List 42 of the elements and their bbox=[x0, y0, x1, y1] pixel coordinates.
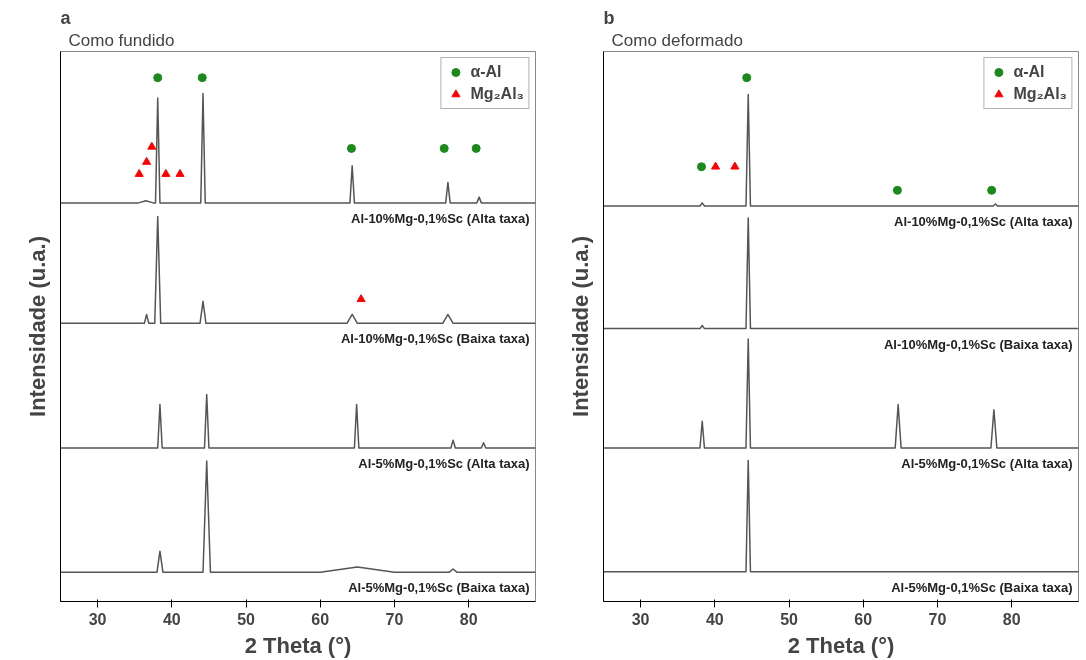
point bbox=[147, 141, 157, 150]
y-axis-title: Intensidade (u.a.) bbox=[24, 236, 50, 417]
x-tick-label: 70 bbox=[928, 610, 947, 628]
chart-subtitle: Como deformado bbox=[611, 30, 743, 50]
chart-subtitle: Como fundido bbox=[68, 30, 175, 50]
point bbox=[175, 168, 185, 177]
point bbox=[161, 168, 171, 177]
x-tick-label: 30 bbox=[88, 610, 107, 628]
series-label: Al-5%Mg-0,1%Sc (Alta taxa) bbox=[358, 456, 530, 472]
point bbox=[197, 73, 207, 83]
x-axis-title: 2 Theta (°) bbox=[787, 632, 895, 658]
x-tick-label: 60 bbox=[311, 610, 330, 628]
series-label: Al-5%Mg-0,1%Sc (Alta taxa) bbox=[901, 456, 1073, 472]
legend-label: Mg₂Al₃ bbox=[1013, 85, 1067, 103]
x-tick-label: 60 bbox=[854, 610, 873, 628]
series-label: Al-10%Mg-0,1%Sc (Alta taxa) bbox=[351, 210, 530, 226]
series-label: Al-5%Mg-0,1%Sc (Baixa taxa) bbox=[891, 579, 1073, 595]
series-label: Al-10%Mg-0,1%Sc (Baixa taxa) bbox=[883, 336, 1073, 352]
x-tick-label: 80 bbox=[1002, 610, 1021, 628]
series-label: Al-5%Mg-0,1%Sc (Baixa taxa) bbox=[348, 580, 530, 596]
x-tick-label: 50 bbox=[780, 610, 799, 628]
chart-title: a bbox=[60, 7, 72, 28]
x-tick-label: 70 bbox=[385, 610, 404, 628]
x-tick-label: 40 bbox=[705, 610, 724, 628]
point bbox=[346, 143, 356, 153]
x-tick-label: 30 bbox=[631, 610, 650, 628]
point bbox=[142, 156, 152, 165]
legend-label: α-Al bbox=[1013, 63, 1045, 81]
legend-label: Mg₂Al₃ bbox=[470, 85, 524, 103]
chart-title: b bbox=[603, 7, 615, 28]
legend-label: α-Al bbox=[470, 63, 502, 81]
x-tick-label: 40 bbox=[162, 610, 181, 628]
point bbox=[134, 168, 144, 177]
point bbox=[153, 73, 163, 83]
point bbox=[439, 143, 449, 153]
y-axis-title: Intensidade (u.a.) bbox=[567, 236, 593, 417]
series-label: Al-10%Mg-0,1%Sc (Alta taxa) bbox=[894, 214, 1073, 230]
point bbox=[471, 143, 481, 153]
x-axis-title: 2 Theta (°) bbox=[244, 632, 352, 658]
series-label: Al-10%Mg-0,1%Sc (Baixa taxa) bbox=[340, 331, 530, 347]
x-tick-label: 50 bbox=[237, 610, 256, 628]
x-tick-label: 80 bbox=[459, 610, 478, 628]
